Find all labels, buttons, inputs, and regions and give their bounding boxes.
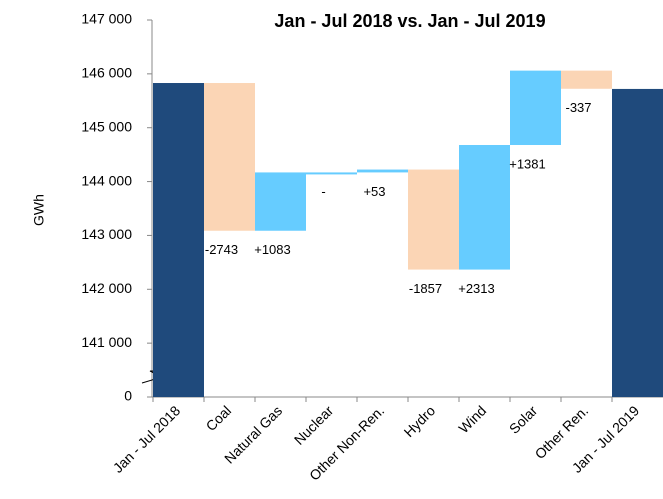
y-tick-label: 145 000 — [81, 118, 132, 134]
y-tick-label: 141 000 — [81, 334, 132, 350]
bar — [357, 169, 408, 173]
bar — [459, 145, 510, 270]
value-label: +1083 — [254, 242, 291, 257]
value-label: - — [321, 184, 325, 199]
y-tick-label: 146 000 — [81, 65, 132, 81]
value-label: +1381 — [509, 156, 546, 171]
y-axis-label: GWh — [31, 194, 47, 226]
x-tick-label: Wind — [455, 402, 489, 436]
y-tick-label: 142 000 — [81, 280, 132, 296]
value-label: +2313 — [458, 281, 495, 296]
value-label: -2743 — [205, 242, 238, 257]
y-tick-label: 144 000 — [81, 172, 132, 188]
y-tick-label: 147 000 — [81, 11, 132, 27]
value-label: -337 — [565, 100, 591, 115]
value-label: +53 — [363, 184, 385, 199]
x-tick-label: Coal — [203, 402, 235, 434]
bar — [255, 172, 306, 231]
y-tick-label: 143 000 — [81, 226, 132, 242]
x-tick-label: Nuclear — [291, 402, 337, 448]
y-tick-label: 0 — [124, 388, 132, 404]
bar — [204, 83, 255, 231]
chart-title: Jan - Jul 2018 vs. Jan - Jul 2019 — [274, 11, 545, 31]
bar — [612, 88, 663, 398]
x-tick-label: Jan - Jul 2018 — [110, 402, 184, 476]
value-label: -1857 — [409, 281, 442, 296]
bar — [408, 169, 459, 270]
bar — [561, 70, 612, 89]
x-tick-label: Solar — [506, 402, 541, 437]
bar — [510, 70, 561, 146]
x-tick-label: Hydro — [401, 402, 439, 440]
bar — [153, 83, 204, 398]
bar — [306, 172, 357, 175]
